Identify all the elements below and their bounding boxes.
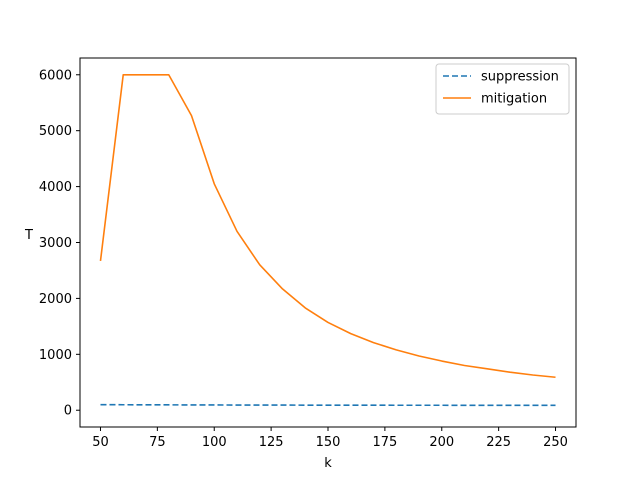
y-tick-label: 3000 — [39, 236, 72, 251]
x-tick-label: 75 — [149, 435, 166, 450]
x-tick-label: 125 — [259, 435, 284, 450]
series-line-suppression — [100, 403, 556, 407]
x-tick-label: 250 — [543, 435, 568, 450]
y-tick-label: 1000 — [39, 348, 72, 363]
y-tick-label: 5000 — [39, 124, 72, 139]
x-tick-label: 225 — [486, 435, 511, 450]
series-line-mitigation — [99, 73, 556, 379]
ticks-layer: 50 75 100 125 150 175 200 225 250 0 1000 2000 3000 40… — [39, 68, 568, 450]
plot-layer — [99, 73, 556, 407]
y-tick-label: 0 — [64, 404, 72, 419]
x-tick-label: 100 — [202, 435, 227, 450]
x-tick-label: 200 — [429, 435, 454, 450]
x-axis-label: k — [324, 456, 332, 471]
y-tick-label: 2000 — [39, 292, 72, 307]
y-tick-label: 4000 — [39, 180, 72, 195]
y-axis-label: T — [24, 228, 33, 243]
legend-label: mitigation — [481, 92, 547, 107]
legend: suppression mitigation — [435, 63, 570, 115]
x-tick-label: 50 — [92, 435, 109, 450]
x-tick-label: 150 — [316, 435, 341, 450]
x-tick-label: 175 — [372, 435, 397, 450]
legend-box — [435, 63, 570, 115]
legend-label: suppression — [481, 70, 559, 85]
y-tick-label: 6000 — [39, 68, 72, 83]
